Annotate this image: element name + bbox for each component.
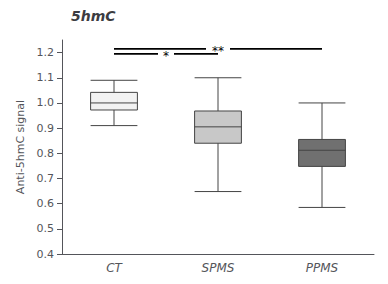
svg-text:0.7: 0.7 [37, 172, 55, 185]
svg-text:Anti-5hmC signal: Anti-5hmC signal [14, 100, 27, 194]
svg-text:0.9: 0.9 [37, 122, 55, 135]
svg-text:SPMS: SPMS [202, 261, 235, 275]
svg-text:1.1: 1.1 [37, 71, 55, 84]
svg-text:5hmC: 5hmC [71, 8, 116, 24]
svg-text:0.8: 0.8 [37, 147, 55, 160]
svg-text:0.4: 0.4 [37, 248, 55, 261]
svg-text:0.6: 0.6 [37, 197, 55, 210]
svg-text:*: * [163, 49, 169, 63]
svg-text:1.2: 1.2 [37, 46, 55, 59]
svg-text:CT: CT [106, 261, 123, 275]
svg-text:1.0: 1.0 [37, 96, 55, 109]
svg-text:**: ** [212, 44, 224, 58]
svg-text:0.5: 0.5 [37, 222, 55, 235]
svg-text:PPMS: PPMS [306, 261, 339, 275]
